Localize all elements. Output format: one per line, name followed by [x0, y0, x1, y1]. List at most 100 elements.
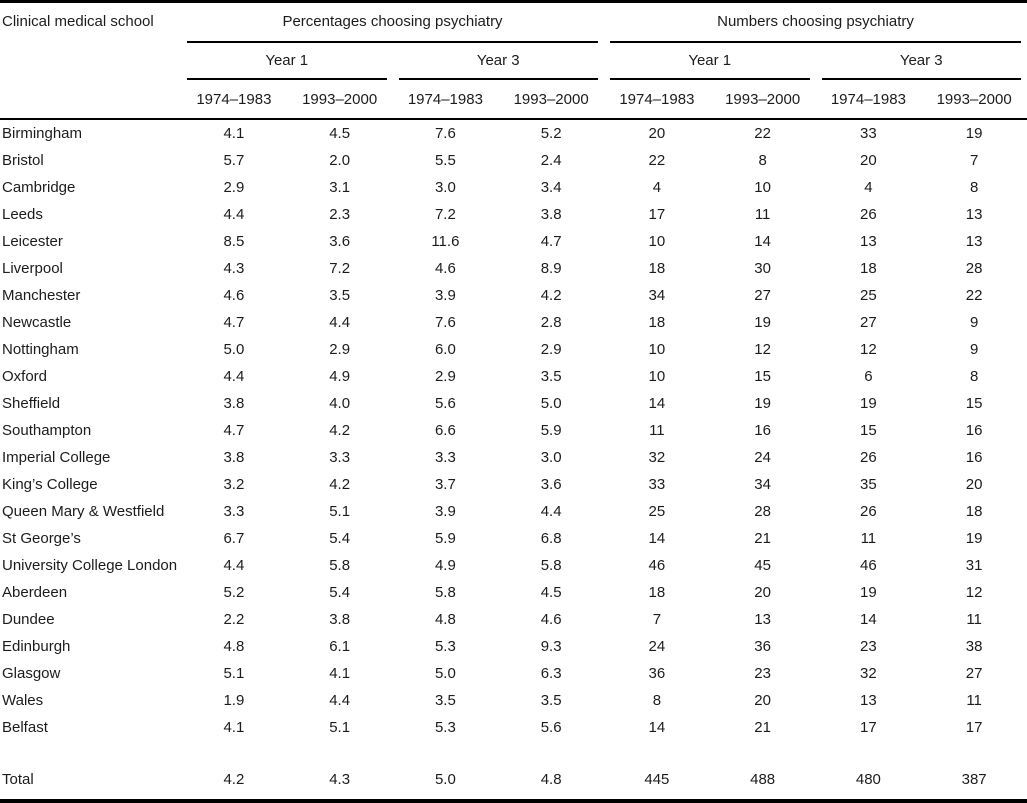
value-cell: 5.9	[393, 525, 499, 552]
value-cell: 5.1	[287, 498, 393, 525]
school-name-cell: Dundee	[0, 606, 181, 633]
value-cell: 10	[604, 228, 710, 255]
value-cell: 20	[816, 147, 922, 174]
value-cell: 3.9	[393, 498, 499, 525]
value-cell: 34	[710, 471, 816, 498]
year-header-pct-year1: Year 1	[181, 43, 393, 80]
value-cell: 19	[816, 390, 922, 417]
value-cell: 15	[710, 363, 816, 390]
value-cell: 28	[710, 498, 816, 525]
value-cell: 14	[604, 525, 710, 552]
school-name-cell: Leeds	[0, 201, 181, 228]
value-cell: 4.4	[287, 687, 393, 714]
value-cell: 30	[710, 255, 816, 282]
year-header-num-year1: Year 1	[604, 43, 816, 80]
value-cell: 13	[710, 606, 816, 633]
value-cell: 4.2	[287, 471, 393, 498]
period-header: 1974–1983	[816, 80, 922, 119]
value-cell: 4.4	[181, 201, 287, 228]
value-cell: 5.1	[287, 714, 393, 741]
value-cell: 46	[816, 552, 922, 579]
value-cell: 8	[921, 174, 1027, 201]
value-cell: 12	[921, 579, 1027, 606]
school-name-cell: Edinburgh	[0, 633, 181, 660]
value-cell: 14	[604, 714, 710, 741]
value-cell: 27	[710, 282, 816, 309]
value-cell: 27	[921, 660, 1027, 687]
value-cell: 5.1	[181, 660, 287, 687]
value-cell: 5.0	[181, 336, 287, 363]
value-cell: 5.2	[498, 119, 604, 147]
value-cell: 11	[604, 417, 710, 444]
value-cell: 5.8	[393, 579, 499, 606]
value-cell: 5.0	[498, 390, 604, 417]
value-cell: 13	[921, 228, 1027, 255]
value-cell: 17	[604, 201, 710, 228]
value-cell: 24	[710, 444, 816, 471]
value-cell: 45	[710, 552, 816, 579]
value-cell: 4.4	[181, 552, 287, 579]
value-cell: 10	[604, 363, 710, 390]
value-cell: 6.6	[393, 417, 499, 444]
value-cell: 4.7	[181, 417, 287, 444]
period-header: 1974–1983	[393, 80, 499, 119]
value-cell: 7.6	[393, 309, 499, 336]
value-cell: 28	[921, 255, 1027, 282]
value-cell: 7	[921, 147, 1027, 174]
value-cell: 445	[604, 741, 710, 801]
period-header: 1993–2000	[498, 80, 604, 119]
school-name-cell: Nottingham	[0, 336, 181, 363]
value-cell: 31	[921, 552, 1027, 579]
table-header: Clinical medical school Percentages choo…	[0, 2, 1027, 120]
value-cell: 3.5	[393, 687, 499, 714]
school-name-cell: Glasgow	[0, 660, 181, 687]
value-cell: 20	[604, 119, 710, 147]
school-name-cell: University College London	[0, 552, 181, 579]
value-cell: 2.3	[287, 201, 393, 228]
value-cell: 3.8	[181, 444, 287, 471]
value-cell: 11	[710, 201, 816, 228]
value-cell: 7.2	[393, 201, 499, 228]
school-name-cell: Bristol	[0, 147, 181, 174]
value-cell: 5.8	[498, 552, 604, 579]
value-cell: 8	[604, 687, 710, 714]
value-cell: 21	[710, 714, 816, 741]
value-cell: 20	[710, 579, 816, 606]
value-cell: 3.8	[498, 201, 604, 228]
column-header-school: Clinical medical school	[0, 2, 181, 120]
value-cell: 4.9	[393, 552, 499, 579]
value-cell: 15	[921, 390, 1027, 417]
value-cell: 5.6	[393, 390, 499, 417]
school-name-cell: Imperial College	[0, 444, 181, 471]
value-cell: 18	[921, 498, 1027, 525]
value-cell: 2.9	[287, 336, 393, 363]
period-header: 1993–2000	[921, 80, 1027, 119]
value-cell: 27	[816, 309, 922, 336]
school-name-cell: Oxford	[0, 363, 181, 390]
value-cell: 9	[921, 336, 1027, 363]
value-cell: 4.8	[498, 741, 604, 801]
year-label: Year 1	[610, 43, 810, 80]
value-cell: 5.2	[181, 579, 287, 606]
value-cell: 4.5	[498, 579, 604, 606]
year-header-num-year3: Year 3	[816, 43, 1027, 80]
value-cell: 2.2	[181, 606, 287, 633]
value-cell: 16	[921, 417, 1027, 444]
value-cell: 11	[816, 525, 922, 552]
group-header-numbers: Numbers choosing psychiatry	[604, 2, 1027, 44]
value-cell: 20	[710, 687, 816, 714]
value-cell: 22	[710, 119, 816, 147]
value-cell: 26	[816, 201, 922, 228]
value-cell: 38	[921, 633, 1027, 660]
value-cell: 14	[816, 606, 922, 633]
value-cell: 2.4	[498, 147, 604, 174]
